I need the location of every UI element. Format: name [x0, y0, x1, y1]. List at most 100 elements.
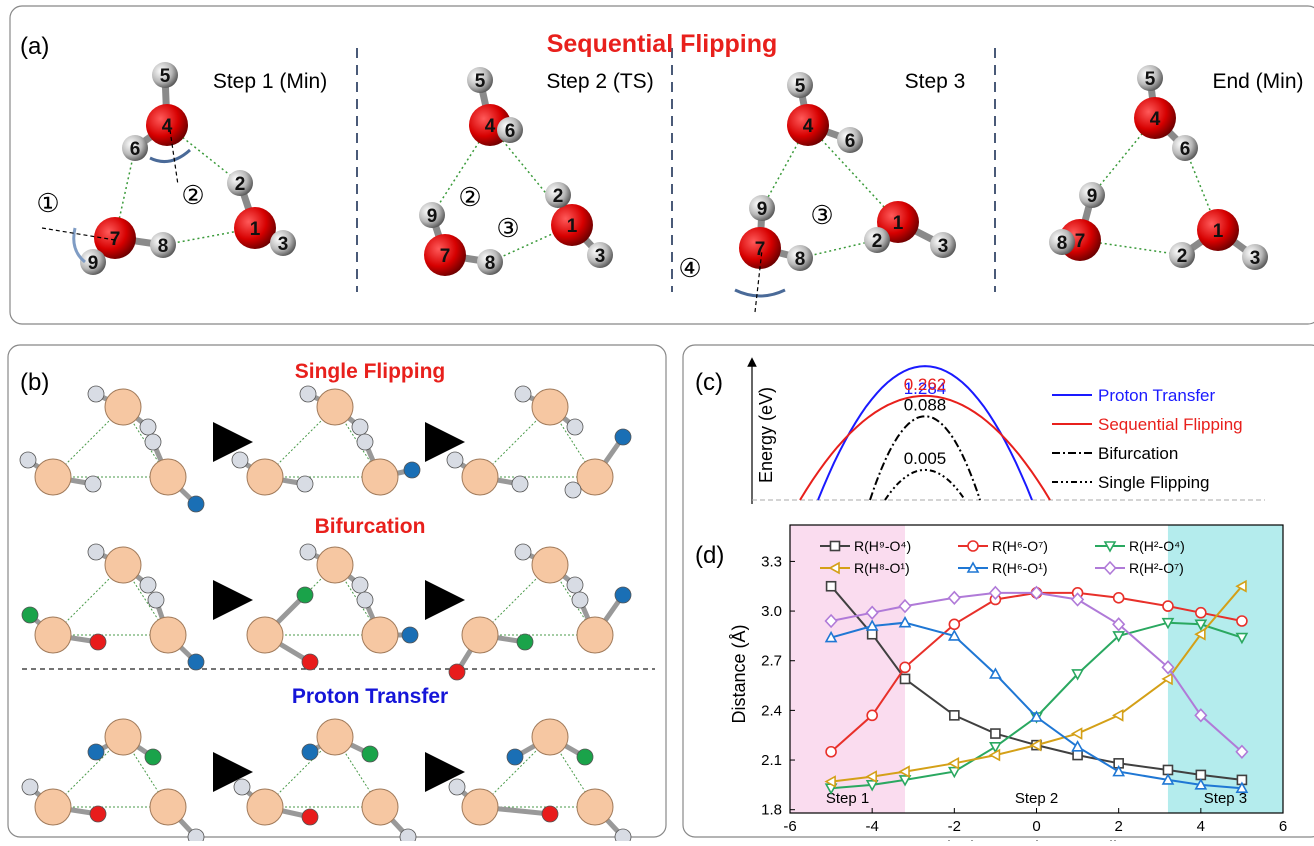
- y-tick-label: 2.1: [761, 752, 782, 769]
- hydrogen-atom: [88, 544, 104, 560]
- hydrogen-atom: [572, 592, 588, 608]
- x-tick-label: 2: [1114, 818, 1122, 835]
- hydrogen-atom: [449, 779, 465, 795]
- hydrogen-atom: [148, 592, 164, 608]
- oxygen-atom: [532, 389, 568, 425]
- oxygen-atom: [105, 719, 141, 755]
- oxygen-atom: [317, 719, 353, 755]
- x-tick-label: 4: [1197, 818, 1205, 835]
- marker: [968, 541, 978, 551]
- hydrogen-atom: [400, 829, 416, 841]
- oxygen-atom: [150, 459, 186, 495]
- legend-label: R(H⁶-O⁷): [992, 538, 1048, 554]
- oxygen-atom: [35, 789, 71, 825]
- y-axis-label: Energy (eV): [756, 387, 776, 483]
- y-tick-label: 2.7: [761, 653, 782, 670]
- atom-label: 9: [1087, 186, 1098, 207]
- atom-label: 6: [1180, 139, 1191, 160]
- atom-label: 5: [795, 76, 806, 97]
- atom-label: 8: [158, 236, 169, 257]
- scheme-title: Bifurcation: [315, 515, 426, 538]
- oxygen-atom: [247, 617, 283, 653]
- hydrogen-atom: [145, 434, 161, 450]
- atom-label: 2: [553, 186, 564, 207]
- atom-label: 9: [757, 199, 768, 220]
- marker: [1163, 765, 1172, 774]
- y-tick-label: 3.0: [761, 603, 782, 620]
- page: {"panel_a": {"label": "(a)", "title": "S…: [0, 0, 1314, 846]
- hydrogen-atom: [88, 386, 104, 402]
- atom-label: 3: [595, 246, 606, 267]
- x-tick-label: -6: [783, 818, 796, 835]
- step-label: Step 3: [905, 70, 966, 93]
- marker: [1196, 770, 1205, 779]
- legend-label: R(H⁶-O¹): [992, 560, 1048, 576]
- oxygen-atom: [532, 719, 568, 755]
- step-label: End (Min): [1212, 70, 1303, 93]
- hydrogen-atom: [404, 462, 420, 478]
- atom-label: 2: [872, 231, 883, 252]
- oxygen-atom: [317, 547, 353, 583]
- x-tick-label: -4: [865, 818, 878, 835]
- atom-label: 6: [845, 131, 856, 152]
- hydrogen-atom: [615, 829, 631, 841]
- legend-label: Proton Transfer: [1098, 386, 1216, 405]
- marker: [900, 662, 910, 672]
- hydrogen-atom: [447, 452, 463, 468]
- annotation: ④: [678, 253, 701, 283]
- marker: [949, 619, 959, 629]
- atom-label: 4: [485, 116, 496, 137]
- hydrogen-atom: [90, 634, 106, 650]
- atom-label: 1: [250, 219, 261, 240]
- atom-label: 2: [1177, 246, 1188, 267]
- marker: [1237, 616, 1247, 626]
- oxygen-atom: [317, 389, 353, 425]
- legend-label: Sequential Flipping: [1098, 415, 1243, 434]
- marker: [1163, 601, 1173, 611]
- atom-label: 4: [803, 116, 814, 137]
- hydrogen-atom: [567, 419, 583, 435]
- hydrogen-atom: [88, 744, 104, 760]
- hydrogen-atom: [615, 587, 631, 603]
- hydrogen-atom: [302, 654, 318, 670]
- panel-title: Sequential Flipping: [547, 30, 778, 58]
- legend-label: Single Flipping: [1098, 473, 1210, 492]
- oxygen-atom: [362, 459, 398, 495]
- hydrogen-atom: [357, 592, 373, 608]
- x-tick-label: -2: [948, 818, 961, 835]
- figure: (a) Sequential Flipping (b) 123456789Ste…: [0, 0, 1314, 841]
- atom-label: 7: [1075, 231, 1086, 252]
- step-label: Step 2 (TS): [546, 70, 653, 93]
- oxygen-atom: [362, 789, 398, 825]
- hydrogen-atom: [145, 749, 161, 765]
- annotation: ①: [36, 188, 59, 218]
- atom-label: 6: [505, 121, 516, 142]
- hydrogen-atom: [300, 544, 316, 560]
- hydrogen-atom: [362, 746, 378, 762]
- oxygen-atom: [35, 459, 71, 495]
- atom-label: 5: [1145, 69, 1156, 90]
- hydrogen-atom: [297, 476, 313, 492]
- hydrogen-atom: [22, 607, 38, 623]
- legend-label: R(H²-O⁴): [1129, 538, 1185, 554]
- atom-label: 1: [893, 213, 904, 234]
- marker: [827, 582, 836, 591]
- hydrogen-atom: [297, 587, 313, 603]
- atom-label: 9: [427, 206, 438, 227]
- hydrogen-atom: [615, 429, 631, 445]
- atom-label: 6: [130, 139, 141, 160]
- oxygen-atom: [577, 617, 613, 653]
- hydrogen-atom: [567, 577, 583, 593]
- panel-label: (a): [20, 33, 49, 60]
- marker: [991, 729, 1000, 738]
- oxygen-atom: [462, 617, 498, 653]
- oxygen-atom: [150, 617, 186, 653]
- hydrogen-atom: [515, 386, 531, 402]
- legend-label: Bifurcation: [1098, 444, 1178, 463]
- hydrogen-atom: [542, 806, 558, 822]
- hydrogen-atom: [449, 664, 465, 680]
- atom-label: 8: [795, 249, 806, 270]
- hydrogen-atom: [140, 419, 156, 435]
- marker: [831, 542, 840, 551]
- hydrogen-atom: [22, 779, 38, 795]
